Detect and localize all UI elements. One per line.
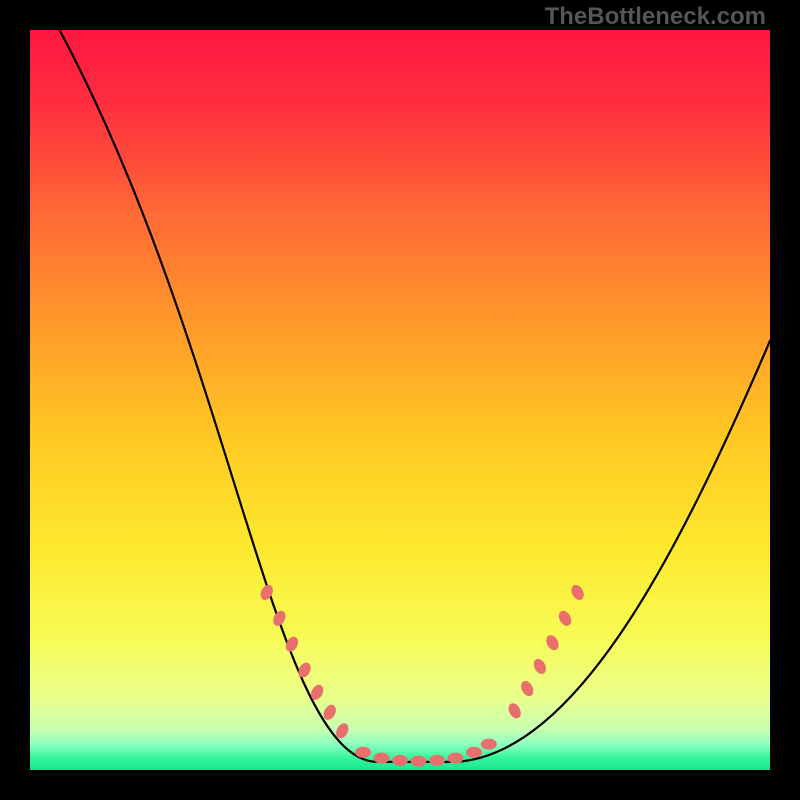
highlight-dot xyxy=(466,747,482,758)
chart-svg xyxy=(30,30,770,770)
highlight-dot xyxy=(392,755,408,766)
highlight-dot xyxy=(448,753,464,764)
highlight-dot xyxy=(374,753,390,764)
highlight-dot xyxy=(411,756,427,767)
highlight-dot xyxy=(355,747,371,758)
highlight-dot xyxy=(429,755,445,766)
chart-frame xyxy=(30,30,770,770)
watermark-text: TheBottleneck.com xyxy=(545,3,766,31)
plot-area xyxy=(30,30,770,770)
highlight-dot xyxy=(481,739,497,750)
gradient-background xyxy=(30,30,770,770)
